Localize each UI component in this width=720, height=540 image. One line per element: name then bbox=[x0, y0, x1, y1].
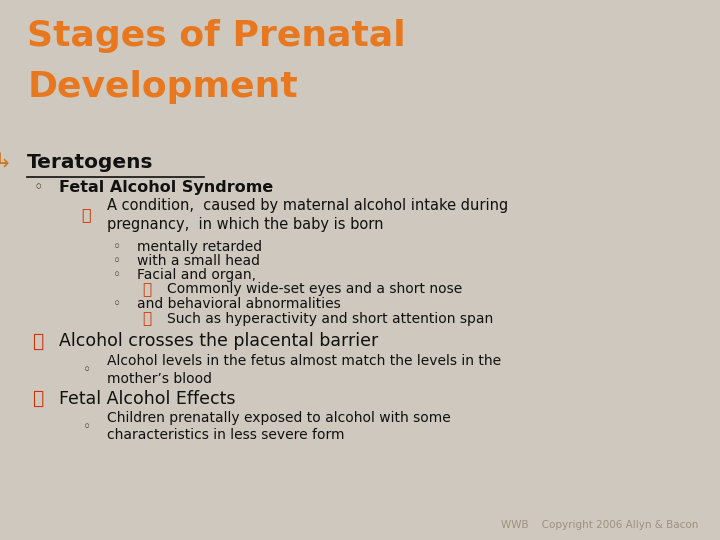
Text: ◦: ◦ bbox=[113, 268, 121, 282]
Text: Commonly wide-set eyes and a short nose: Commonly wide-set eyes and a short nose bbox=[167, 282, 462, 296]
Text: ◦: ◦ bbox=[113, 254, 121, 268]
Text: Stages of Prenatal: Stages of Prenatal bbox=[27, 19, 406, 53]
Text: Fetal Alcohol Syndrome: Fetal Alcohol Syndrome bbox=[59, 180, 274, 195]
Text: ◦: ◦ bbox=[83, 363, 91, 377]
Text: Such as hyperactivity and short attention span: Such as hyperactivity and short attentio… bbox=[167, 312, 493, 326]
Text: ◦: ◦ bbox=[34, 180, 43, 195]
Text: Teratogens: Teratogens bbox=[27, 152, 154, 172]
Text: and behavioral abnormalities: and behavioral abnormalities bbox=[137, 297, 341, 311]
Text: ℊ: ℊ bbox=[81, 207, 91, 222]
Text: ℊ: ℊ bbox=[142, 282, 151, 297]
Text: ℊ: ℊ bbox=[142, 311, 151, 326]
Text: Development: Development bbox=[27, 70, 298, 104]
Text: ℊ: ℊ bbox=[32, 332, 43, 351]
Text: ↳: ↳ bbox=[0, 152, 12, 172]
Text: mentally retarded: mentally retarded bbox=[137, 240, 262, 254]
Text: Alcohol crosses the placental barrier: Alcohol crosses the placental barrier bbox=[59, 332, 378, 350]
Text: WWB    Copyright 2006 Allyn & Bacon: WWB Copyright 2006 Allyn & Bacon bbox=[501, 520, 698, 530]
Text: ◦: ◦ bbox=[113, 297, 121, 311]
Text: ℊ: ℊ bbox=[32, 389, 43, 408]
Text: with a small head: with a small head bbox=[137, 254, 260, 268]
Text: Fetal Alcohol Effects: Fetal Alcohol Effects bbox=[59, 389, 235, 408]
Text: Children prenatally exposed to alcohol with some
characteristics in less severe : Children prenatally exposed to alcohol w… bbox=[107, 411, 450, 442]
Text: Facial and organ,: Facial and organ, bbox=[137, 268, 256, 282]
Text: A condition,  caused by maternal alcohol intake during
pregnancy,  in which the : A condition, caused by maternal alcohol … bbox=[107, 198, 508, 232]
Text: ◦: ◦ bbox=[113, 240, 121, 254]
Text: Alcohol levels in the fetus almost match the levels in the
mother’s blood: Alcohol levels in the fetus almost match… bbox=[107, 354, 500, 386]
Text: ◦: ◦ bbox=[83, 420, 91, 434]
